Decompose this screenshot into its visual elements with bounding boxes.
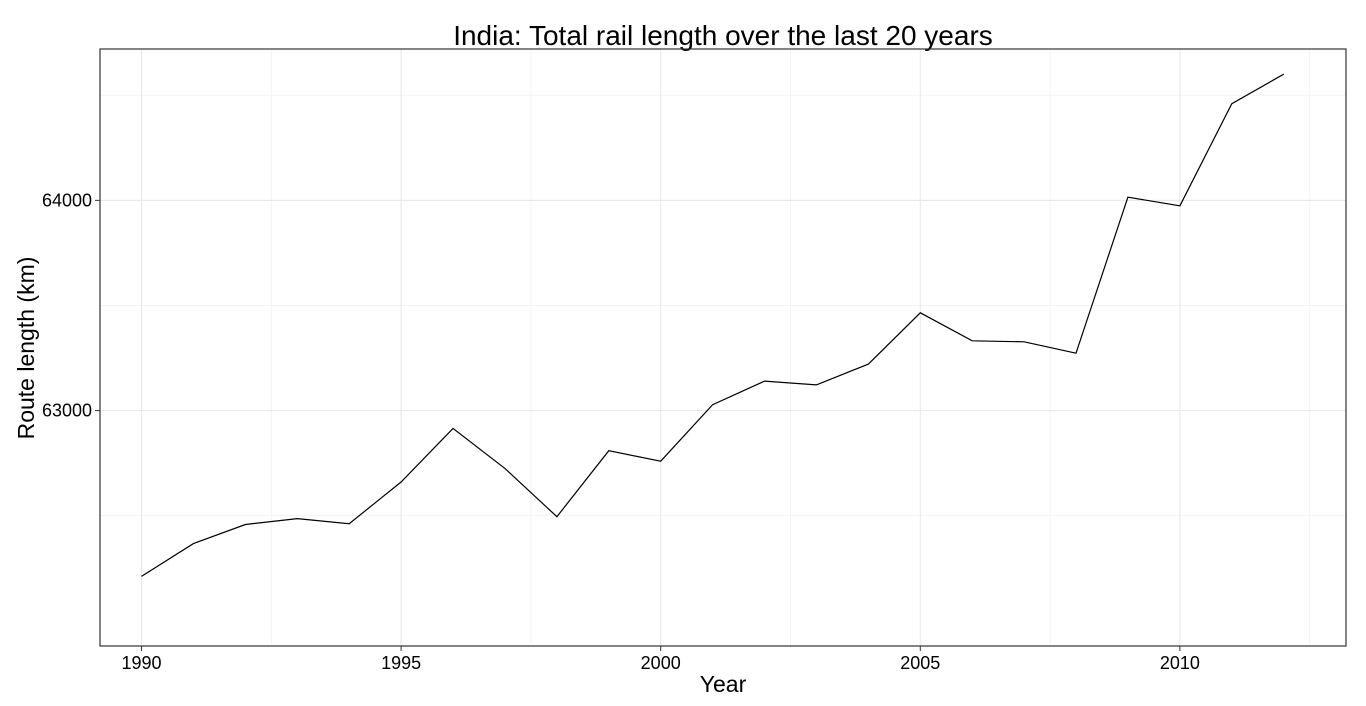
series-layer (141, 73, 1284, 577)
x-tick-label: 2010 (1160, 653, 1200, 673)
tick-labels: 1990 1995 2000 2005 2010 63000 64000 (42, 190, 1200, 673)
grid-lines (100, 49, 1346, 646)
y-axis-title: Route length (km) (13, 257, 39, 440)
x-tick-label: 1990 (122, 653, 162, 673)
y-tick-label: 64000 (42, 190, 92, 210)
x-tick-label: 2005 (900, 653, 940, 673)
y-tick-label: 63000 (42, 401, 92, 421)
x-tick-label: 1995 (381, 653, 421, 673)
plot-panel-border (99, 48, 1347, 647)
series-line-0 (141, 73, 1284, 577)
axis-ticks (95, 199, 1181, 651)
chart-title: India: Total rail length over the last 2… (453, 20, 993, 51)
x-tick-label: 2000 (641, 653, 681, 673)
x-axis-title: Year (700, 671, 747, 697)
